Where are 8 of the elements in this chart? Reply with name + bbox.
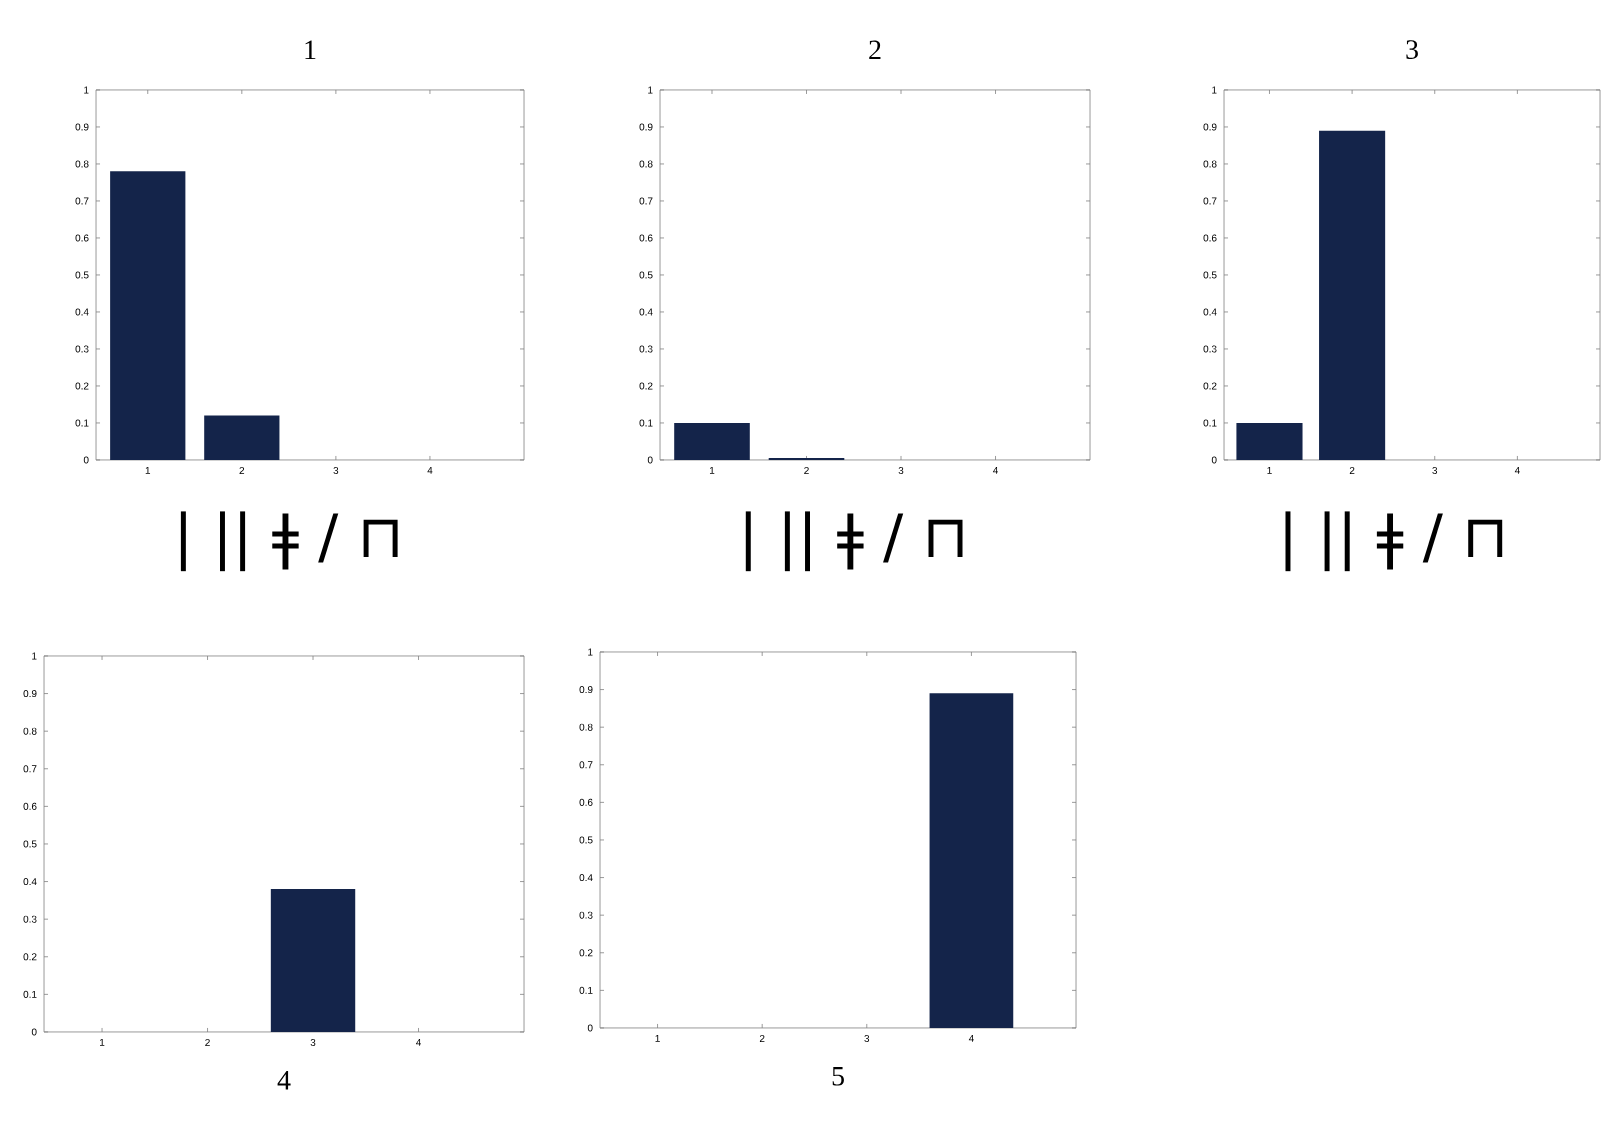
chart-title: 1 bbox=[305, 40, 316, 59]
text: | || ǂ / ⊓ bbox=[745, 511, 963, 572]
text: | || ǂ / ⊓ bbox=[1285, 511, 1503, 572]
text: 5 bbox=[832, 1067, 844, 1086]
text: 4 bbox=[277, 1071, 291, 1090]
chart-title: 2 bbox=[869, 40, 881, 59]
text: | || ǂ / ⊓ bbox=[180, 511, 398, 572]
chart-title: 3 bbox=[1406, 40, 1418, 59]
